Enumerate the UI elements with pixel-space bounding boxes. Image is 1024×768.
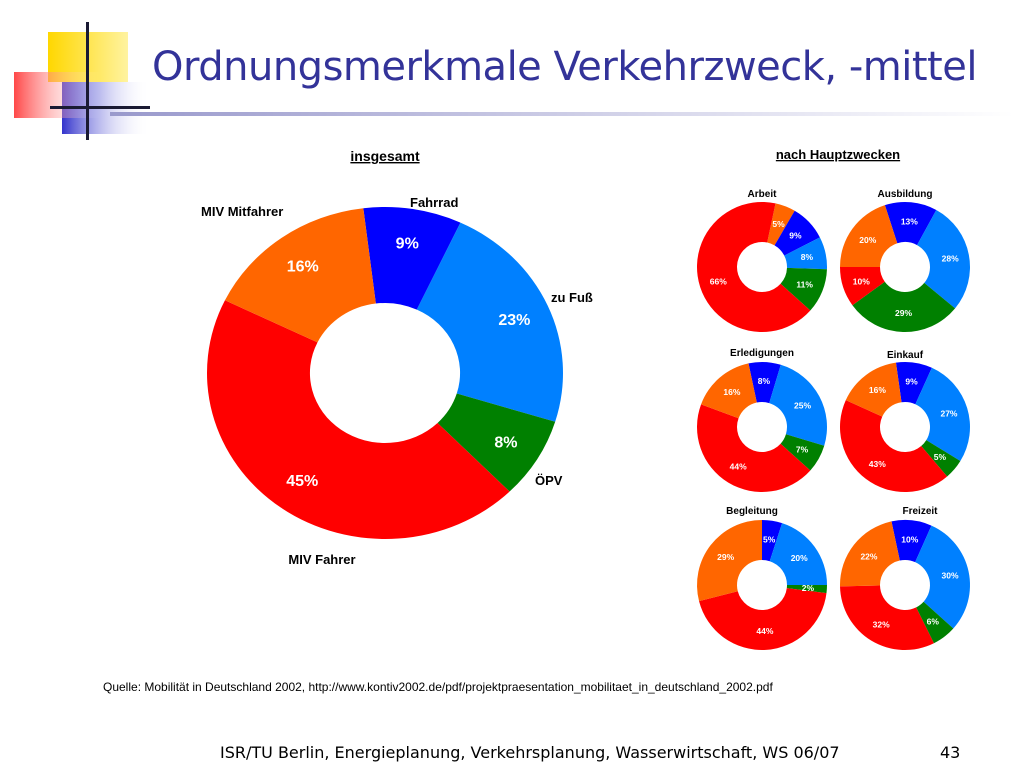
slice-value-label: 29% — [717, 552, 734, 562]
slice-oepv — [916, 601, 954, 644]
donut-chart-begleitung: 5% 20% 2% 44% 29% Begleitung — [697, 506, 827, 650]
slice-miv-mitfahrer — [697, 520, 762, 602]
slice-miv-fahrer — [840, 267, 885, 306]
slice-oepv — [780, 267, 827, 311]
slice-fahrrad — [774, 210, 820, 256]
slide-logo-graphic — [14, 22, 150, 140]
slice-oepv — [437, 393, 556, 492]
slice-value-label: 10% — [853, 276, 870, 286]
slice-zu-fuss — [917, 210, 970, 309]
slice-miv-mitfahrer — [840, 521, 900, 587]
slice-miv-mitfahrer — [767, 203, 795, 246]
slide-footer: ISR/TU Berlin, Energieplanung, Verkehrsp… — [220, 743, 840, 762]
slice-miv-fahrer — [699, 588, 827, 650]
slice-value-label: 11% — [796, 279, 813, 289]
slice-value-label: 9% — [789, 230, 802, 240]
chart-title: Einkauf — [887, 350, 924, 361]
slice-miv-mitfahrer — [845, 362, 902, 417]
slice-miv-fahrer — [697, 404, 811, 492]
slice-value-label: 5% — [772, 219, 785, 229]
slice-value-label: 8% — [494, 434, 517, 451]
slice-zu-fuss — [416, 222, 563, 422]
slice-miv-mitfahrer — [701, 363, 757, 419]
slice-oepv — [780, 434, 825, 471]
donut-chart-freizeit: 10% 30% 6% 32% 22% Freizeit — [840, 506, 971, 650]
slice-value-label: 44% — [730, 461, 747, 471]
slice-miv-fahrer — [840, 585, 934, 650]
title-underline — [110, 112, 1014, 116]
donut-chart-insgesamt: 9% 23% 8% 45% 16% insgesamt Fahrrad zu Fuß ÖPV MI… — [201, 148, 593, 567]
slice-miv-fahrer — [206, 300, 510, 539]
slice-value-label: 22% — [860, 551, 877, 561]
chart-title: Ausbildung — [878, 189, 933, 200]
slice-value-label: 66% — [710, 276, 727, 286]
slice-value-label: 29% — [895, 308, 912, 318]
source-citation: Quelle: Mobilität in Deutschland 2002, h… — [103, 680, 773, 694]
slice-value-label: 44% — [756, 626, 773, 636]
slice-zu-fuss — [769, 364, 827, 446]
donut-chart-einkauf: 9% 27% 5% 43% 16% Einkauf — [839, 350, 970, 493]
slice-miv-fahrer — [696, 201, 811, 332]
chart-title: Freizeit — [902, 506, 938, 517]
slice-miv-mitfahrer — [840, 205, 898, 267]
slice-zu-fuss — [915, 525, 971, 629]
slice-value-label: 16% — [869, 385, 886, 395]
category-label-miv-fahrer: MIV Fahrer — [288, 552, 355, 567]
page-number: 43 — [940, 743, 961, 762]
slice-miv-mitfahrer — [224, 208, 376, 343]
slice-value-label: 43% — [869, 459, 886, 469]
slice-fahrrad — [748, 362, 781, 404]
slice-value-label: 16% — [723, 387, 740, 397]
slice-fahrrad — [363, 207, 461, 310]
category-label-zu-fuss: zu Fuß — [551, 290, 593, 305]
slice-zu-fuss — [915, 367, 970, 462]
category-label-miv-mitfahrer: MIV Mitfahrer — [201, 204, 283, 219]
slice-zu-fuss — [769, 523, 827, 585]
slice-miv-fahrer — [839, 400, 948, 493]
chart-title: Erledigungen — [730, 348, 794, 359]
slice-value-label: 45% — [286, 473, 318, 490]
slice-value-label: 9% — [396, 235, 419, 252]
chart-title: Arbeit — [748, 189, 778, 200]
slice-value-label: 25% — [794, 400, 811, 410]
category-label-oepv: ÖPV — [535, 473, 563, 488]
slice-fahrrad — [895, 362, 932, 405]
slice-value-label: 9% — [905, 377, 918, 387]
slice-value-label: 8% — [801, 252, 814, 262]
slice-fahrrad — [762, 520, 783, 562]
slice-value-label: 23% — [498, 312, 530, 329]
slice-value-label: 30% — [941, 570, 958, 580]
chart-title: insgesamt — [350, 148, 420, 164]
slice-value-label: 2% — [802, 583, 815, 593]
slice-value-label: 7% — [796, 445, 809, 455]
slice-value-label: 27% — [940, 409, 957, 419]
slice-value-label: 5% — [934, 452, 947, 462]
slice-value-label: 8% — [758, 376, 771, 386]
slice-value-label: 28% — [942, 253, 959, 263]
slice-value-label: 16% — [287, 258, 319, 275]
slice-zu-fuss — [784, 237, 827, 270]
slice-value-label: 20% — [791, 553, 808, 563]
slice-fahrrad — [891, 520, 932, 563]
donut-chart-arbeit: 5% 9% 8% 11% 66% Arbeit — [696, 189, 827, 332]
slice-value-label: 6% — [927, 617, 940, 627]
chart-title: Begleitung — [726, 506, 778, 517]
slice-fahrrad — [884, 201, 937, 246]
donut-chart-erledigungen: 8% 25% 7% 44% 16% Erledigungen — [697, 348, 827, 492]
slide-title: Ordnungsmerkmale Verkehrzweck, -mittel — [152, 44, 977, 90]
slice-value-label: 32% — [873, 619, 890, 629]
donut-chart-ausbildung: 13% 28% 29% 10% 20% Ausbildung — [840, 189, 970, 333]
slice-oepv — [852, 281, 956, 333]
slice-oepv — [786, 585, 827, 594]
slice-value-label: 13% — [901, 216, 918, 226]
category-label-fahrrad: Fahrrad — [410, 195, 458, 210]
group-title: nach Hauptzwecken — [776, 147, 900, 162]
charts-area: 9% 23% 8% 45% 16% insgesamt Fahrrad zu Fuß ÖPV MI… — [201, 147, 971, 650]
slice-oepv — [921, 440, 961, 477]
slice-value-label: 20% — [859, 235, 876, 245]
slice-value-label: 10% — [901, 534, 918, 544]
slice-value-label: 5% — [763, 535, 776, 545]
